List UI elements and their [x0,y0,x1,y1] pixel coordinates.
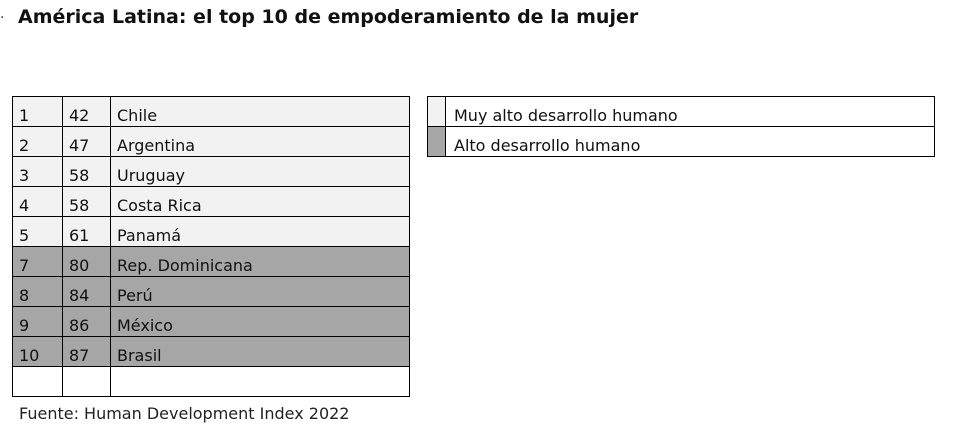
table-row: 4 58 Costa Rica [12,186,410,217]
rank-cell: 8 [12,276,63,307]
rank-cell: 10 [12,336,63,367]
index-cell: 87 [62,336,111,367]
country-cell: Brasil [110,336,410,367]
ranking-table: 1 42 Chile 2 47 Argentina 3 58 Uruguay 4 58 Costa R… [12,96,410,397]
source-note: Fuente: Human Development Index 2022 [19,404,350,423]
legend-label-alto: Alto desarrollo humano [445,126,935,157]
rank-cell: 9 [12,306,63,337]
rank-cell: 1 [12,96,63,127]
empty-row [12,366,410,397]
table-row: 2 47 Argentina [12,126,410,157]
rank-cell: 7 [12,246,63,277]
legend-row-alto: Alto desarrollo humano [427,126,935,157]
index-cell: 84 [62,276,111,307]
country-cell: Rep. Dominicana [110,246,410,277]
index-cell: 61 [62,216,111,247]
legend-table: Muy alto desarrollo humano Alto desarrol… [427,96,935,157]
index-cell: 58 [62,156,111,187]
empty-cell [110,366,410,397]
country-cell: Perú [110,276,410,307]
table-row: 1 42 Chile [12,96,410,127]
table-row: 10 87 Brasil [12,336,410,367]
bullet-marker: · [0,10,5,26]
index-cell: 42 [62,96,111,127]
rank-cell: 2 [12,126,63,157]
country-cell: Uruguay [110,156,410,187]
legend-swatch-alto [427,126,446,157]
legend-swatch-muy-alto [427,96,446,127]
rank-cell: 4 [12,186,63,217]
table-row: 5 61 Panamá [12,216,410,247]
table-row: 3 58 Uruguay [12,156,410,187]
country-cell: México [110,306,410,337]
legend-label-muy-alto: Muy alto desarrollo humano [445,96,935,127]
page-title: América Latina: el top 10 de empoderamie… [18,6,639,28]
country-cell: Costa Rica [110,186,410,217]
index-cell: 47 [62,126,111,157]
empty-cell [12,366,63,397]
country-cell: Argentina [110,126,410,157]
legend-row-muy-alto: Muy alto desarrollo humano [427,96,935,127]
table-row: 8 84 Perú [12,276,410,307]
country-cell: Panamá [110,216,410,247]
empty-cell [62,366,111,397]
index-cell: 80 [62,246,111,277]
table-row: 7 80 Rep. Dominicana [12,246,410,277]
index-cell: 58 [62,186,111,217]
rank-cell: 3 [12,156,63,187]
index-cell: 86 [62,306,111,337]
rank-cell: 5 [12,216,63,247]
table-row: 9 86 México [12,306,410,337]
country-cell: Chile [110,96,410,127]
